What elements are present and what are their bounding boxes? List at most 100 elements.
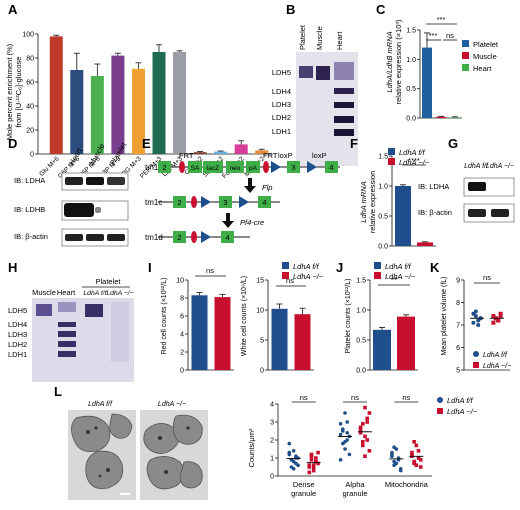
panel-letter-k: K [430,260,440,275]
legend-c-swatch-platelet [462,40,469,47]
gel-h-lane-heart: Heart [57,288,76,297]
point-l-ff [338,458,343,462]
legend-c-label-platelet: Platelet [473,40,499,49]
legend-f-swatch-ff [388,148,395,155]
point-k-ko [498,314,503,318]
legend-k-marker-ff [473,351,479,357]
bar-a-11 [255,150,269,154]
point-l-ff [287,441,292,446]
panel-l-chart: 01234nsDensegranulensAlphagranulensMitoc… [270,393,432,498]
axis-l-y-tick-label: 0 [270,474,274,481]
legend-l-marker-ff [437,397,443,403]
point-l-ko [307,470,312,475]
panel-j-ylabel: Platelet counts (×10¹²/L) [345,279,352,354]
legend-j-swatch-ff [374,262,381,269]
point-k-ko [491,314,496,318]
point-l-ff [343,440,347,444]
arrow-flp-label: Flp [262,183,272,192]
point-l-ko [412,459,416,464]
gel-b-band-ldh5: LDH5 [272,68,291,77]
panel-letter-l: L [54,384,62,399]
point-l-ko [416,449,421,453]
gel-b-band-ldh4: LDH4 [272,87,291,96]
arrow-pf4-cre-label: Pf4-cre [240,218,264,227]
point-l-ko [316,461,320,466]
point-l-ko [316,450,320,455]
axis-l-y-tick-label: 3 [270,420,274,427]
blot-d-band-actin-heart [65,234,83,241]
bar-i-rbc-1 [191,295,208,370]
point-l-ko [416,456,421,460]
axis-k-y-tick-label: 6 [456,345,460,352]
exon-3-tm1a-label: 3 [291,163,295,172]
blot-g-band-ldha-ff [468,182,486,191]
point-l-ff [343,447,347,451]
x-tick-label-l-3: Mitochondria [385,480,429,489]
x-tick-label-l-1-line2: granule [291,489,316,498]
point-l-ko [314,456,318,460]
sig-i-label-wbc: ns [286,276,294,285]
point-l-ff [390,450,394,455]
axis-k-y-tick-label: 9 [456,278,460,285]
axis-f-y-tick-label: 0.5 [378,214,388,221]
axis-i-rbc-y-tick-label: 2 [180,350,184,357]
bar-a-8 [193,152,207,154]
exon-2-tm1a-label: 2 [162,163,166,172]
bar-f-1 [395,186,411,246]
axis-l-y-tick-label: 4 [270,402,274,409]
em-ff-granule [86,430,90,434]
legend-c-label-heart: Heart [473,64,492,73]
exon-2-tm1a [158,161,171,173]
gel-h-band-ldh5: LDH5 [8,306,27,315]
point-l-ko [412,461,416,466]
axis-j-y-tick-label: 0.5 [356,338,366,345]
gel-h-muscle-band [36,304,52,316]
sig-f-label: **** [408,156,420,165]
panel-c-ylabel-2: relative expression (×10³) [394,19,403,104]
point-k-ko [491,320,496,325]
blot-d-band-ldha-platelet [107,177,125,185]
bar-a-1 [49,36,63,154]
point-l-ff [345,420,350,424]
legend-c-label-muscle: Muscle [473,52,497,61]
legend-c-swatch-heart [462,64,469,71]
em-ko-granule [186,426,190,430]
sig-j-label: ** [391,276,397,285]
cassette-lacz [203,161,223,173]
x-tick-label-l-2: Alpha [345,480,365,489]
panel-letter-f: F [350,136,358,151]
panel-letter-d: D [8,136,17,151]
point-l-ko [365,420,369,424]
gel-h-band-ldh2: LDH2 [8,340,27,349]
panel-letter-j: J [336,260,343,275]
arrow-pf4-cre [222,213,234,228]
legend-j-label-ko: LdhA −/− [385,272,416,281]
cassette-neo [226,161,244,173]
legend-k-label-ff: LdhA f/f [483,352,508,359]
legend-j-label-ff: LdhA f/f [385,262,411,271]
point-k-ff [473,314,478,318]
panel-g: G LdhA f/f LdhA −/− IB: LDHA IB: β-actin [418,136,515,223]
bar-j-1 [373,329,391,370]
panel-k-chart: 5 6 7 8 9 [456,278,510,375]
point-l-ko [363,405,367,410]
gel-b-band-ldh1: LDH1 [272,127,291,136]
gel-h-ff-band [85,304,103,317]
x-tick-label-l-1: Dense [293,480,315,489]
legend-i-swatch-ko [282,272,289,279]
arrow-flp [244,178,256,193]
panel-i-ylabel-rbc: Red cell counts (×10¹²/L) [161,278,168,355]
panel-a-ylabel-2: from [U-¹³C₆]-glucose [14,57,23,128]
exon-3-tm1c [219,196,232,208]
allele-label-loxp-2: loxP [312,151,327,160]
point-l-ff [338,432,343,437]
panel-i-legend: LdhA f/f LdhA −/− [282,262,324,281]
sig-i-label-rbc: ns [206,266,214,275]
panel-b: B Platelet Muscle Heart LDH5 LDH4 LDH3 L… [272,2,358,166]
panel-j-chart: 0.0 0.5 1.0 1.5 [356,278,418,375]
point-l-ko [309,458,314,462]
axis-i-wbc-y-tick-label: 0 [260,368,264,375]
cassette-lacz-label: lacZ [207,165,219,172]
point-l-ff [392,459,396,464]
